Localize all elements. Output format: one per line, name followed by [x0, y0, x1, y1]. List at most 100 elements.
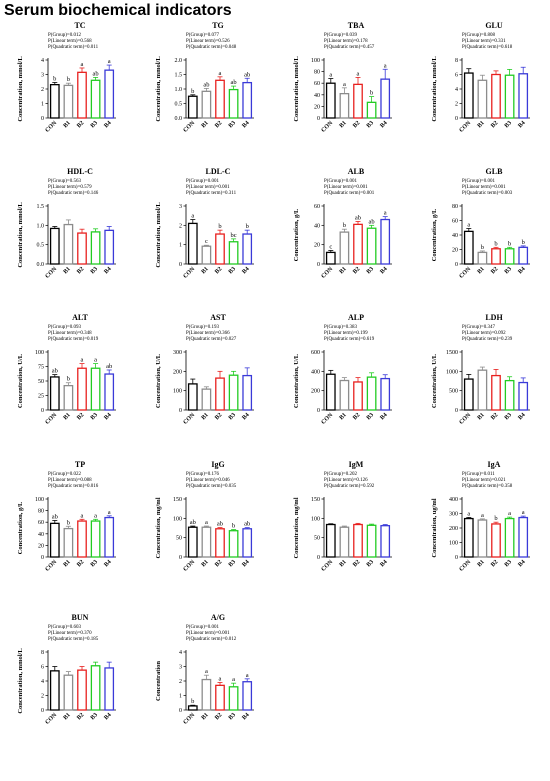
x-tick-label: B3 [504, 266, 513, 275]
x-tick-label: B1 [477, 559, 486, 568]
y-tick-label: 0.0 [37, 262, 45, 268]
significance-letter: b [191, 698, 194, 705]
significance-letter: b [343, 222, 346, 229]
bar [325, 523, 336, 558]
x-tick-label: B3 [90, 712, 99, 721]
y-tick-label: 80 [452, 204, 458, 210]
bar [491, 523, 501, 558]
bar [49, 522, 60, 558]
p-value-text: P(Quadratic term)=0.016 [48, 484, 99, 489]
x-tick-label: CON [183, 120, 197, 134]
p-value-text: P(Group)=0.603 [48, 625, 81, 630]
bar [187, 222, 198, 265]
bar [504, 517, 515, 558]
x-tick-label: CON [459, 559, 473, 573]
bar [518, 381, 529, 411]
x-tick-label: B3 [90, 559, 99, 568]
bar [339, 231, 350, 265]
y-tick-label: 200 [173, 369, 182, 375]
y-tick-label: 3 [179, 665, 182, 671]
p-value-text: P(Quadratic term)=0.001 [324, 191, 375, 196]
y-tick-label: 100 [35, 497, 44, 503]
panel-title: ALP [348, 313, 364, 322]
y-tick-label: 0 [41, 408, 44, 414]
y-tick-label: 60 [314, 204, 320, 210]
p-value-text: P(Group)=0.012 [48, 33, 81, 38]
y-tick-label: 2 [179, 679, 182, 685]
y-tick-label: 0 [41, 708, 44, 714]
p-value-text: P(Linear term)=0.001 [186, 185, 230, 190]
y-axis-label: Concentration, U/L [155, 353, 162, 408]
x-tick-label: B1 [477, 412, 486, 421]
x-tick-label: B3 [366, 266, 375, 275]
p-value-text: P(Linear term)=0.021 [462, 478, 506, 483]
bar [228, 686, 239, 711]
significance-letter: ab [217, 521, 223, 528]
x-tick-label: B1 [477, 266, 486, 275]
bar [90, 79, 101, 119]
bar [104, 229, 115, 265]
y-tick-label: 1.0 [37, 223, 45, 229]
x-tick-label: B2 [76, 559, 85, 568]
y-axis-label: Concentration, mmol/L [155, 202, 162, 268]
x-tick-label: CON [321, 266, 335, 280]
p-value-text: P(Quadratic term)=0.048 [186, 45, 237, 50]
y-tick-label: 4 [455, 87, 458, 93]
x-tick-label: B4 [241, 412, 250, 421]
bar [49, 227, 60, 265]
bar [242, 374, 253, 411]
significance-letter: ab [231, 79, 237, 86]
p-value-text: P(Linear term)=0.126 [324, 478, 368, 483]
y-tick-label: 400 [449, 497, 458, 503]
panel-title: GLU [485, 21, 503, 30]
bar [380, 78, 391, 119]
y-tick-label: 20 [452, 248, 458, 254]
y-tick-label: 300 [449, 512, 458, 518]
x-tick-label: CON [45, 559, 59, 573]
x-tick-label: B2 [352, 120, 361, 129]
significance-letter: a [343, 81, 346, 88]
p-value-text: P(Linear term)=0.579 [48, 185, 92, 190]
bar [63, 223, 74, 265]
bar [491, 374, 501, 411]
y-axis-label: Concentration, ug/ml [431, 498, 438, 557]
panel-title: TP [75, 460, 85, 469]
p-value-text: P(Group)=0.001 [462, 179, 495, 184]
x-tick-label: CON [321, 559, 335, 573]
y-axis-label: Concentration, mmol/L [155, 56, 162, 122]
x-tick-label: B2 [76, 120, 85, 129]
y-tick-label: 0 [179, 262, 182, 268]
p-value-text: P(Quadratic term)=0.185 [48, 637, 99, 642]
x-tick-label: B1 [339, 120, 348, 129]
x-tick-label: B1 [339, 559, 348, 568]
x-tick-label: B4 [379, 120, 388, 129]
y-tick-label: 0 [317, 408, 320, 414]
p-value-text: P(Linear term)=0.526 [186, 39, 230, 44]
y-tick-label: 2 [179, 223, 182, 229]
y-tick-label: 100 [449, 541, 458, 547]
x-tick-label: B1 [477, 120, 486, 129]
bar [104, 373, 115, 411]
y-tick-label: 8 [41, 650, 44, 656]
x-tick-label: B4 [241, 266, 250, 275]
bar [339, 92, 350, 119]
y-tick-label: 200 [449, 526, 458, 532]
x-tick-label: B2 [490, 266, 499, 275]
bar [518, 246, 529, 265]
significance-letter: bc [231, 232, 237, 239]
bar [242, 681, 253, 711]
significance-letter: a [357, 70, 360, 77]
p-value-text: P(Group)=0.093 [48, 325, 81, 330]
p-value-text: P(Quadratic term)=0.618 [462, 45, 513, 50]
significance-letter: a [329, 72, 332, 79]
bar [201, 388, 212, 411]
bar [353, 223, 363, 265]
y-tick-label: 100 [173, 389, 182, 395]
y-tick-label: 0 [455, 116, 458, 122]
x-tick-label: B4 [103, 559, 112, 568]
